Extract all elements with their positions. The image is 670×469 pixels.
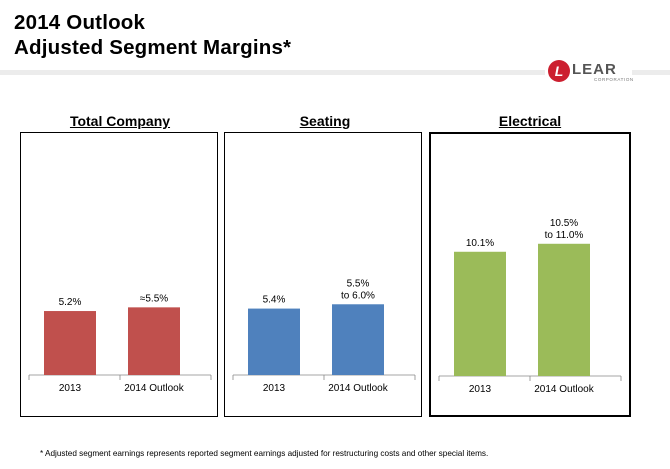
header-divider-right	[632, 70, 670, 75]
data-label: ≈5.5%	[140, 293, 168, 304]
lear-logo: L LEAR CORPORATION	[548, 60, 634, 84]
title-line-2: Adjusted Segment Margins*	[14, 36, 292, 59]
category-label: 2014 Outlook	[124, 383, 184, 394]
category-label: 2013	[263, 383, 286, 394]
category-label: 2014 Outlook	[534, 384, 594, 395]
data-label: 5.2%	[59, 297, 82, 308]
bar-2014-outlook	[128, 307, 180, 375]
data-label: 5.5%	[347, 278, 370, 289]
data-label: 10.5%	[550, 218, 578, 229]
category-label: 2014 Outlook	[328, 383, 388, 394]
panel-title-total-company: Total Company	[69, 113, 171, 129]
data-label: 10.1%	[466, 238, 494, 249]
slide-title: 2014 Outlook Adjusted Segment Margins*	[14, 10, 291, 60]
data-label: to 6.0%	[341, 290, 375, 301]
logo-mark: L	[548, 60, 570, 82]
chart-panel-total-company: 5.2% 2013 ≈5.5% 2014 Outlook	[20, 132, 218, 417]
bar-2013	[44, 311, 96, 375]
chart-electrical: 10.1% 2013 10.5%to 11.0% 2014 Outlook	[438, 218, 622, 395]
logo-subtitle: CORPORATION	[594, 77, 634, 82]
panel-title-seating: Seating	[299, 113, 351, 129]
bar-2013	[248, 308, 300, 375]
bar-2014-outlook	[332, 304, 384, 375]
bar-2013	[454, 251, 506, 376]
chart-panel-seating: 5.4% 2013 5.5% to 6.0% 2014 Outlook	[224, 132, 422, 417]
bar-2014-outlook	[538, 243, 590, 376]
title-line-1: 2014 Outlook	[14, 11, 146, 34]
panel-title-electrical: Electrical	[498, 113, 562, 129]
chart-seating: 5.4% 2013 5.5%to 6.0% 2014 Outlook	[232, 278, 416, 394]
category-label: 2013	[469, 384, 492, 395]
footnote: * Adjusted segment earnings represents r…	[40, 449, 489, 458]
logo-word: LEAR	[572, 61, 617, 78]
header-divider	[0, 70, 545, 75]
data-label: 5.4%	[263, 295, 286, 306]
chart-total-company: 5.2% 2013 ≈5.5% 2014 Outlook	[28, 293, 212, 394]
data-label: to 11.0%	[545, 230, 584, 241]
chart-panel-electrical: 10.1% 2013 10.5% to 11.0% 2014 Outlook	[429, 132, 631, 417]
category-label: 2013	[59, 383, 82, 394]
